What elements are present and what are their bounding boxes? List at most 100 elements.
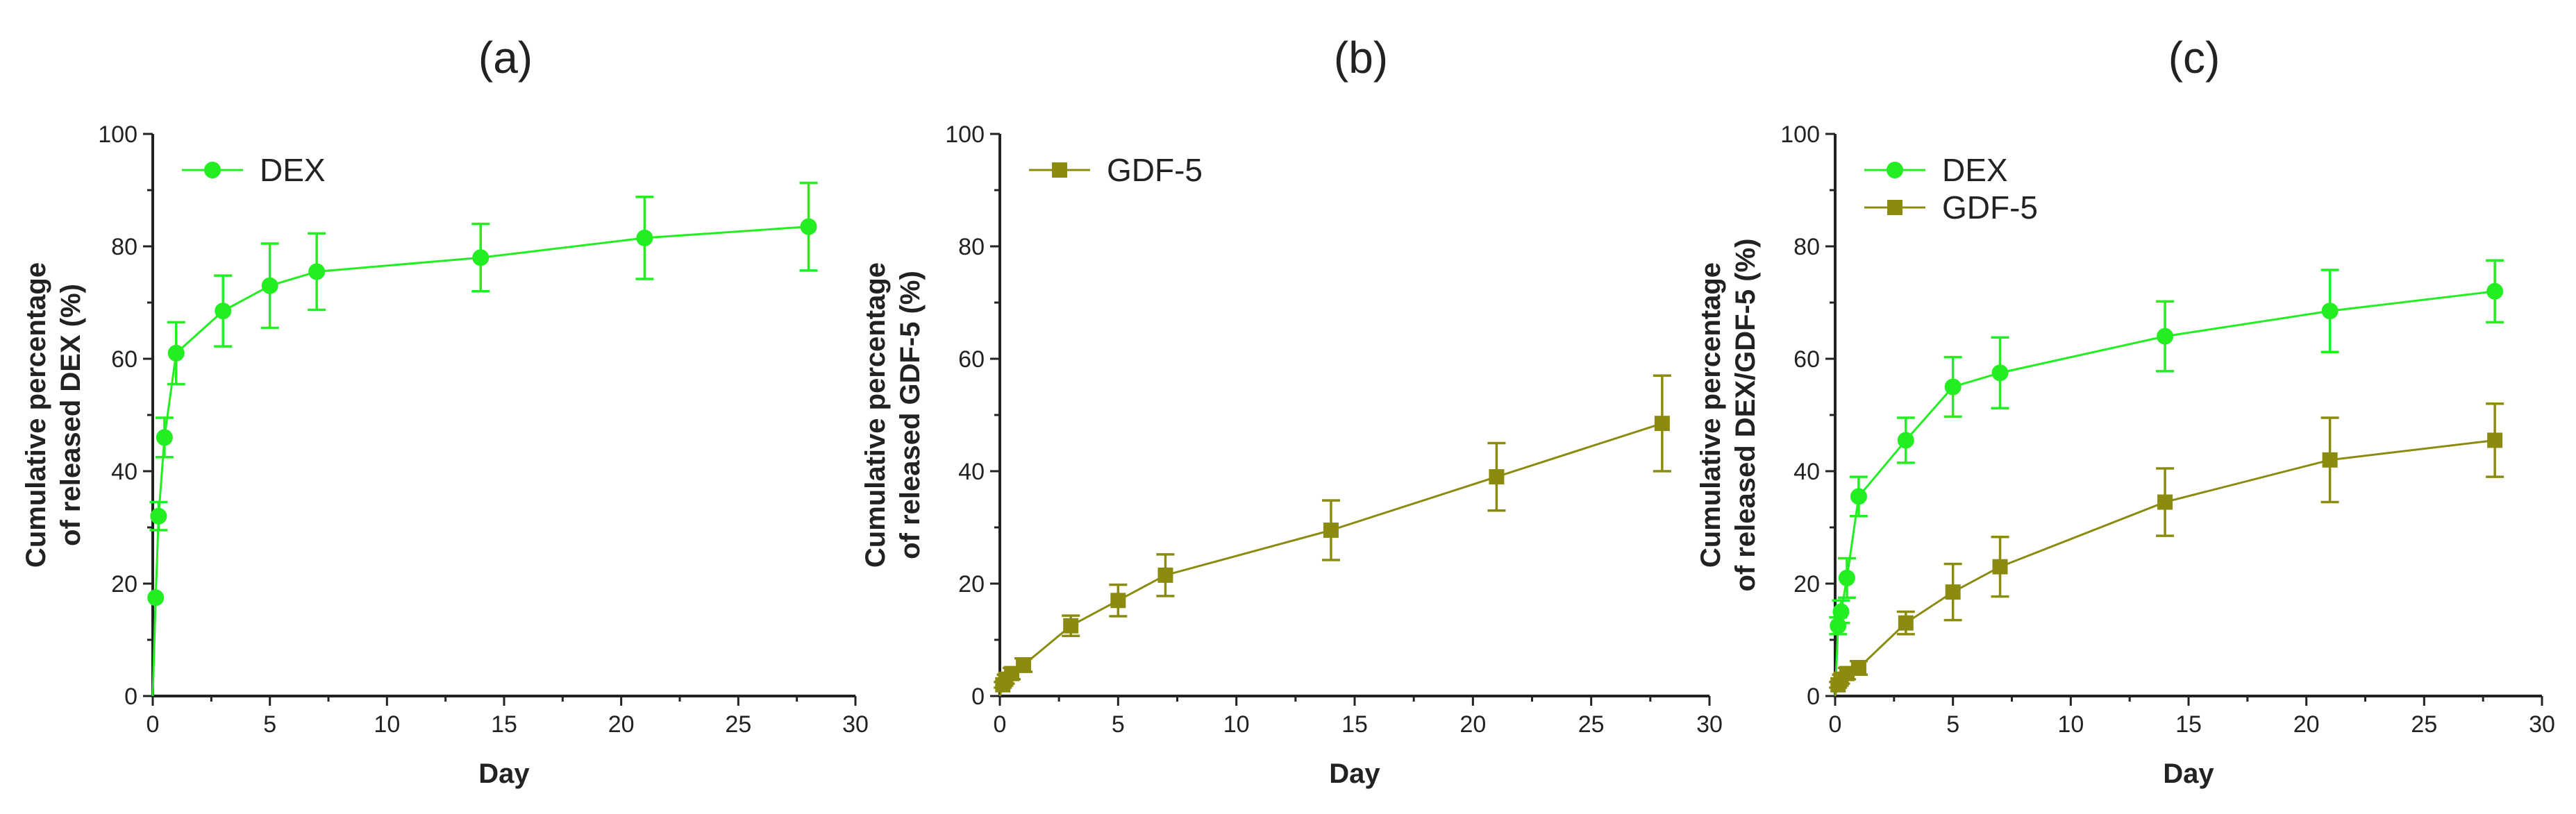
y-tick-label: 0 (124, 684, 137, 710)
data-point (308, 263, 326, 280)
x-axis-label: Day (478, 758, 530, 789)
data-point (1016, 657, 1032, 673)
y-tick-label: 20 (111, 571, 137, 597)
data-point (2321, 303, 2339, 320)
x-tick-label: 15 (1341, 711, 1368, 738)
data-point (1654, 416, 1670, 432)
data-point (2486, 282, 2504, 300)
series-dex: DEX (1829, 152, 2504, 697)
y-tick-label: 100 (98, 121, 137, 148)
x-axis-label: Day (2163, 758, 2214, 789)
y-tick-label: 80 (958, 234, 985, 260)
data-point (1110, 593, 1126, 609)
data-point (2322, 452, 2338, 468)
y-tick-label: 60 (958, 346, 985, 373)
data-point (1850, 660, 1866, 676)
data-point (1838, 569, 1855, 586)
y-axis-label-line1: Cumulative percentage (860, 262, 891, 568)
y-tick-label: 0 (1807, 684, 1820, 710)
y-tick-label: 100 (1780, 121, 1820, 148)
data-point (1832, 603, 1850, 620)
chart-panel-1: (a) 0 5 10 15 20 25 30 0 20 40 60 80 100 Day Cumulative… (21, 33, 869, 789)
y-tick-label: 40 (1793, 459, 1820, 485)
legend-label: GDF-5 (1942, 189, 2038, 226)
y-tick-label: 40 (958, 459, 985, 485)
x-tick-label: 25 (2411, 711, 2437, 738)
series-gdf-5: GDF-5 (1829, 189, 2504, 697)
y-axis-label-line1: Cumulative percentage (21, 262, 51, 568)
y-tick-label: 100 (945, 121, 985, 148)
y-tick-label: 60 (111, 346, 137, 373)
x-tick-label: 20 (1460, 711, 1486, 738)
x-tick-label: 15 (2175, 711, 2202, 738)
data-point (636, 229, 653, 246)
y-tick-label: 80 (1793, 234, 1820, 260)
data-point (2487, 432, 2503, 448)
y-axis-label-line2: of released DEX/GDF-5 (%) (1730, 238, 1761, 591)
panel-label: (b) (1334, 33, 1388, 83)
data-point (167, 344, 185, 362)
y-axis-label-line1: Cumulative percentage (1696, 262, 1726, 568)
legend-label: DEX (1942, 152, 2008, 188)
legend-marker (1887, 162, 1903, 178)
x-tick-label: 30 (1696, 711, 1723, 738)
data-point (1489, 469, 1505, 485)
legend-marker (1887, 200, 1902, 215)
data-point (147, 589, 165, 607)
data-point (1157, 567, 1173, 583)
x-tick-label: 5 (1946, 711, 1959, 738)
panel-label: (a) (478, 33, 533, 83)
data-point (1323, 523, 1339, 539)
y-tick-label: 0 (971, 684, 985, 710)
legend-marker (204, 162, 221, 178)
legend-label: GDF-5 (1107, 152, 1203, 188)
series-gdf-5: GDF-5 (994, 152, 1671, 697)
x-tick-label: 0 (994, 711, 1007, 738)
y-tick-label: 20 (958, 571, 985, 597)
legend-label: DEX (260, 152, 326, 188)
x-tick-label: 10 (1223, 711, 1250, 738)
x-tick-label: 10 (374, 711, 400, 738)
data-point (1945, 584, 1961, 600)
data-point (1897, 432, 1914, 449)
x-tick-label: 30 (842, 711, 869, 738)
series-line (151, 226, 809, 697)
x-axis-label: Day (1329, 758, 1380, 789)
panel-label: (c) (2168, 33, 2220, 83)
data-point (261, 277, 278, 294)
data-point (472, 249, 490, 266)
data-point (1850, 488, 1867, 505)
data-point (1063, 618, 1079, 634)
x-tick-label: 5 (1112, 711, 1125, 738)
data-point (2157, 494, 2173, 510)
y-tick-label: 20 (1793, 571, 1820, 597)
series-dex: DEX (147, 152, 818, 697)
x-tick-label: 20 (2293, 711, 2320, 738)
chart-panel-2: (b) 0 5 10 15 20 25 30 0 20 40 60 80 100 Day Cumulative… (860, 33, 1723, 789)
y-tick-label: 60 (1793, 346, 1820, 373)
x-tick-label: 5 (263, 711, 276, 738)
data-point (1898, 615, 1914, 631)
data-point (150, 507, 167, 525)
x-tick-label: 30 (2529, 711, 2555, 738)
y-tick-label: 40 (111, 459, 137, 485)
x-tick-label: 0 (147, 711, 160, 738)
data-point (215, 303, 232, 320)
data-point (1830, 617, 1847, 634)
data-point (1944, 378, 1962, 396)
x-tick-label: 25 (1578, 711, 1605, 738)
data-point (2157, 328, 2174, 345)
legend-marker (1052, 162, 1067, 178)
x-tick-label: 0 (1829, 711, 1842, 738)
x-tick-label: 20 (608, 711, 635, 738)
y-axis-label-line2: of released DEX (%) (56, 284, 86, 546)
data-point (1991, 364, 2009, 382)
data-point (800, 218, 817, 235)
x-tick-label: 15 (491, 711, 517, 738)
data-point (1004, 665, 1020, 681)
chart-panel-3: (c) 0 5 10 15 20 25 30 0 20 40 60 80 100 Day Cumulative… (1696, 33, 2555, 789)
x-tick-label: 25 (725, 711, 751, 738)
data-point (156, 429, 173, 446)
y-axis-label-line2: of released GDF-5 (%) (895, 271, 926, 559)
